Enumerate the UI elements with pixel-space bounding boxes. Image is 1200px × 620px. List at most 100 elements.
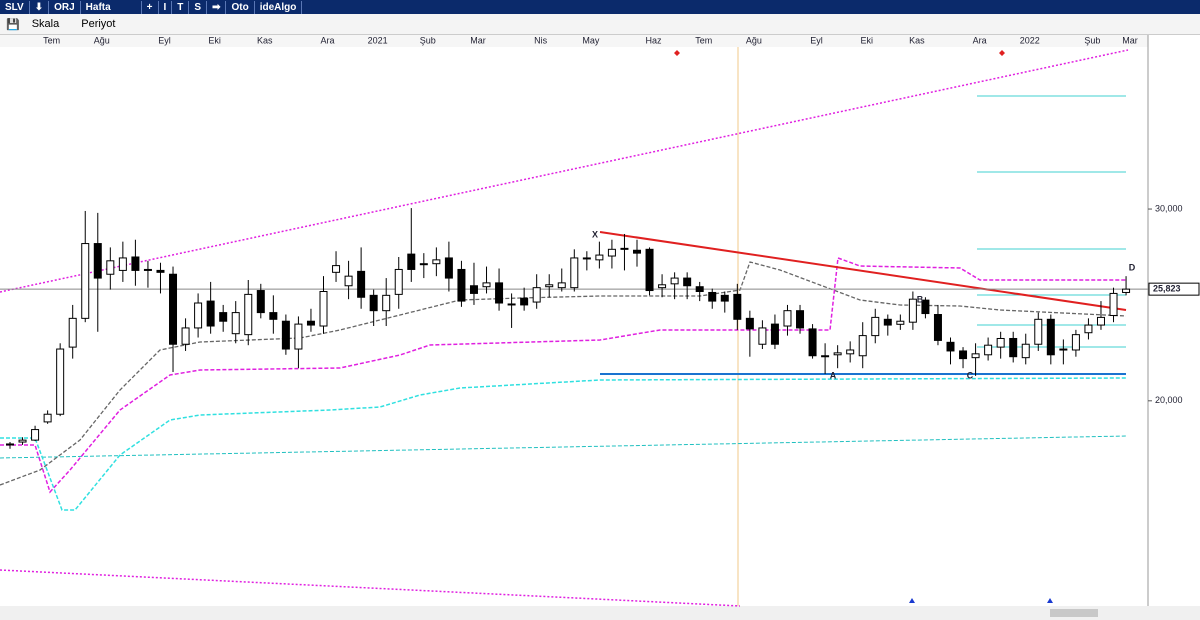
candle-body bbox=[833, 352, 842, 356]
band-magenta bbox=[0, 256, 1126, 494]
candle-body bbox=[6, 443, 14, 446]
menu-item[interactable]: Skala bbox=[31, 18, 60, 30]
candle-body bbox=[18, 439, 27, 443]
candle-body bbox=[106, 260, 115, 275]
x-tick-label: Nis bbox=[534, 35, 547, 45]
candle-body bbox=[959, 350, 968, 360]
candle-body bbox=[883, 318, 892, 326]
candle-body bbox=[181, 327, 190, 345]
candle-body bbox=[1071, 334, 1080, 351]
candle-body bbox=[482, 282, 491, 288]
candle-body bbox=[194, 302, 203, 329]
tool-button[interactable]: I bbox=[159, 0, 173, 14]
candle-body bbox=[256, 290, 265, 314]
x-tick-label: Eyl bbox=[810, 35, 823, 45]
x-tick-label: Kas bbox=[257, 35, 273, 45]
fib-levels bbox=[977, 95, 1126, 348]
download-icon[interactable]: ⬇ bbox=[30, 0, 50, 14]
channel-upper bbox=[0, 49, 1129, 293]
candle-body bbox=[507, 303, 516, 306]
signal-arrows bbox=[909, 598, 1053, 603]
brand[interactable]: ideAlgo bbox=[255, 0, 303, 14]
candle-body bbox=[444, 257, 453, 279]
candle-body bbox=[1046, 318, 1055, 356]
x-tick-label: Ara bbox=[320, 35, 334, 45]
candle-body bbox=[645, 248, 654, 292]
candle-body bbox=[595, 254, 604, 261]
tool-button[interactable]: S bbox=[189, 0, 208, 14]
candle-body bbox=[846, 349, 855, 355]
x-tick-label: Eki bbox=[860, 35, 873, 45]
candle-body bbox=[783, 310, 792, 327]
candle-body bbox=[131, 256, 140, 271]
x-tick-label: Ara bbox=[973, 35, 987, 45]
candle-body bbox=[169, 273, 178, 345]
candle-body bbox=[1084, 324, 1093, 334]
candle-body bbox=[369, 294, 378, 312]
x-tick-label: Mar bbox=[1122, 35, 1138, 45]
candle-body bbox=[281, 320, 290, 350]
symbol[interactable]: SLV bbox=[0, 0, 30, 14]
candle-body bbox=[419, 263, 428, 266]
candle-body bbox=[808, 328, 817, 357]
candle-body bbox=[244, 293, 253, 336]
y-tick-label: 20,000 bbox=[1155, 395, 1183, 405]
candle-body bbox=[557, 282, 566, 289]
candle-body bbox=[306, 320, 315, 326]
candle-body bbox=[269, 312, 278, 320]
y-tick-label: 30,000 bbox=[1155, 203, 1183, 213]
trend-teal bbox=[0, 435, 1127, 459]
candle-body bbox=[921, 299, 930, 315]
candle-body bbox=[582, 257, 591, 260]
x-tick-label: Tem bbox=[43, 35, 60, 45]
x-tick-label: Haz bbox=[646, 35, 663, 45]
candle-body bbox=[31, 429, 40, 441]
candle-body bbox=[1034, 318, 1043, 345]
auto-button[interactable]: Oto bbox=[226, 0, 255, 14]
candle-body bbox=[946, 341, 955, 352]
candle-body bbox=[156, 269, 165, 273]
save-icon[interactable]: 💾 bbox=[6, 18, 20, 31]
candle-body bbox=[858, 335, 867, 357]
period[interactable]: Hafta bbox=[81, 0, 142, 14]
candle-body bbox=[357, 270, 366, 298]
channel-lower bbox=[0, 569, 741, 607]
band-cyan bbox=[0, 377, 1127, 511]
candle-body bbox=[683, 277, 692, 287]
candle-body bbox=[143, 268, 152, 271]
pattern-label: D bbox=[1129, 262, 1136, 272]
x-tick-label: May bbox=[582, 35, 600, 45]
mode[interactable]: ORJ bbox=[49, 0, 81, 14]
candle-body bbox=[319, 291, 328, 327]
candle-body bbox=[620, 247, 629, 250]
pattern-label: X bbox=[592, 229, 598, 239]
candle-body bbox=[821, 355, 830, 358]
candle-body bbox=[996, 337, 1005, 348]
candle-body bbox=[896, 320, 905, 325]
resistance-line bbox=[599, 231, 1127, 311]
candle-body bbox=[770, 323, 779, 345]
candle-body bbox=[1021, 343, 1030, 359]
candle-body bbox=[971, 353, 980, 359]
scrollbar-thumb[interactable] bbox=[1050, 609, 1098, 617]
tool-button[interactable]: T bbox=[172, 0, 190, 14]
candle-body bbox=[633, 249, 641, 254]
x-tick-label: 2022 bbox=[1020, 35, 1040, 45]
x-tick-label: Şub bbox=[1084, 35, 1100, 45]
candle-body bbox=[796, 310, 805, 329]
last-price-label: 25,823 bbox=[1153, 284, 1181, 294]
pattern-label: C bbox=[967, 370, 974, 380]
arrow-icon[interactable]: ➡ bbox=[207, 0, 227, 14]
candle-body bbox=[733, 293, 742, 320]
candle-body bbox=[520, 297, 529, 306]
menu-bar: 💾 Skala Periyot bbox=[0, 14, 1200, 35]
candle-body bbox=[708, 291, 717, 302]
tool-button[interactable]: + bbox=[142, 0, 159, 14]
menu-item[interactable]: Periyot bbox=[81, 18, 116, 30]
candle-body bbox=[1009, 337, 1018, 358]
candle-body bbox=[231, 312, 240, 335]
candle-body bbox=[607, 248, 616, 257]
candle-body bbox=[871, 316, 880, 337]
